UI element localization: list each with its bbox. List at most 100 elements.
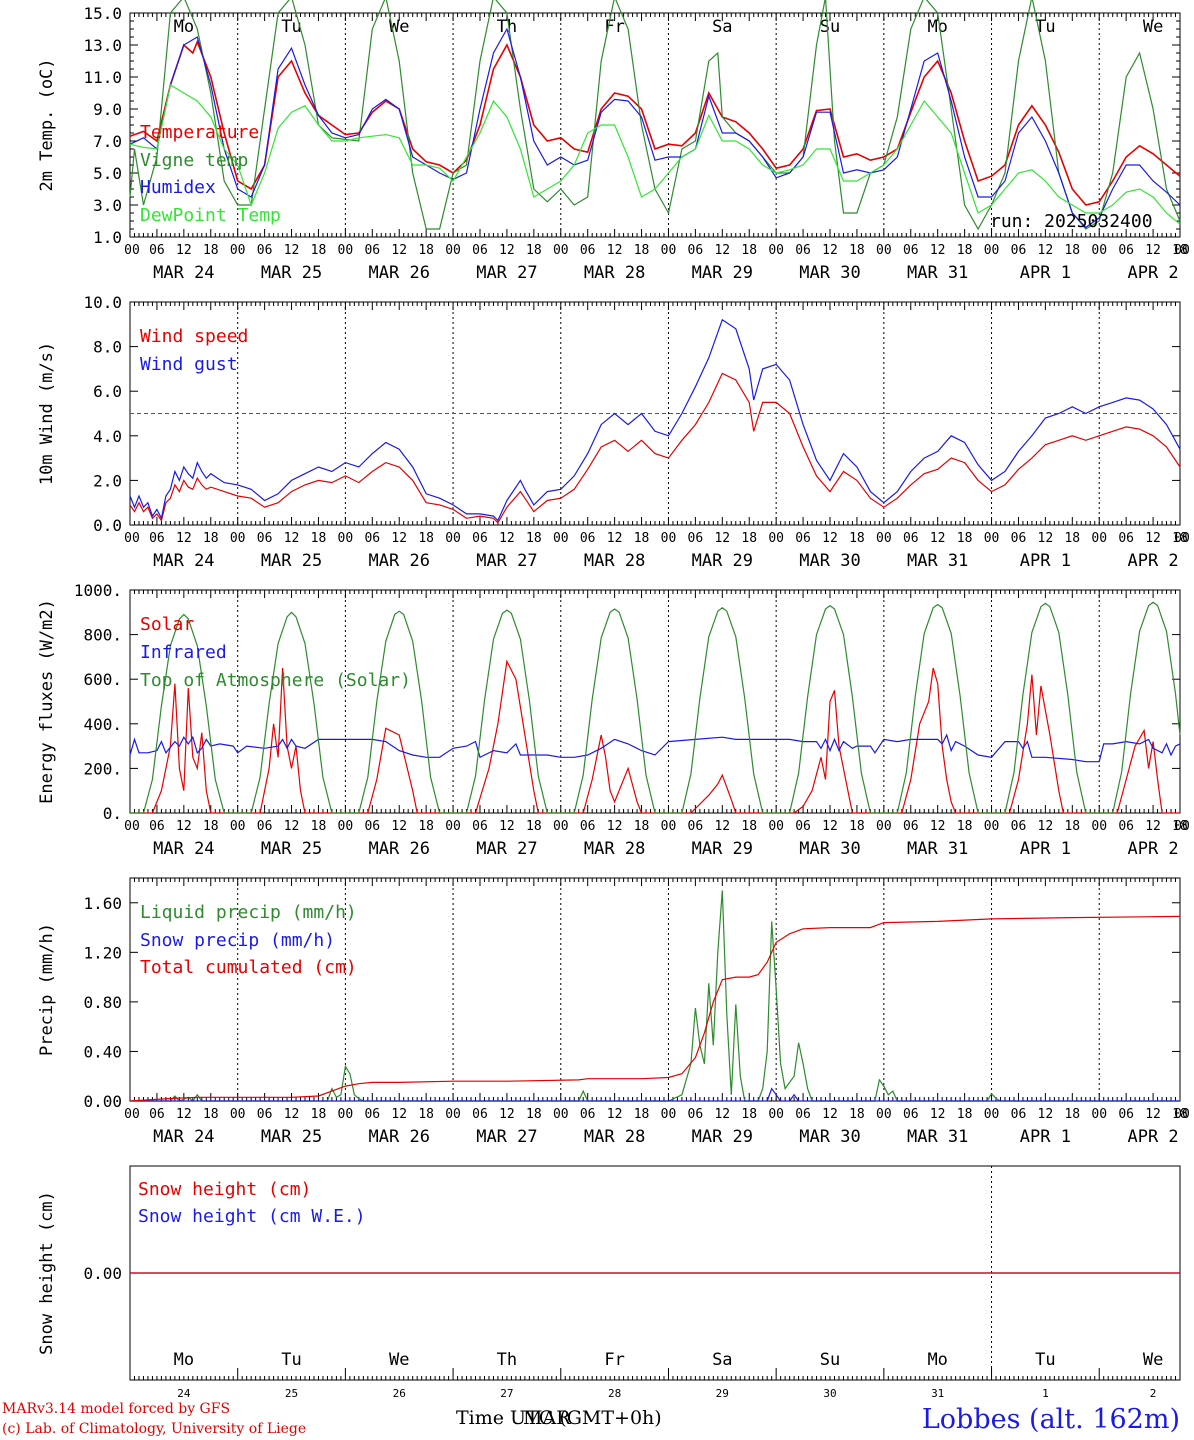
hour-tick-label: 00 (768, 819, 784, 834)
hour-tick-label: 18 (634, 243, 650, 258)
date-label: MAR 24 (153, 1127, 214, 1147)
hour-tick-label: 06 (1118, 1107, 1134, 1122)
hour-tick-label: 00 (661, 243, 677, 258)
hour-tick-label: 00 (661, 1107, 677, 1122)
day-number-label: 27 (500, 1387, 513, 1400)
date-label: MAR 28 (584, 1127, 645, 1147)
date-label: MAR 28 (584, 263, 645, 283)
date-label: APR 1 (1020, 263, 1071, 283)
date-label: MAR 29 (692, 263, 753, 283)
hour-tick-label: 12 (822, 531, 838, 546)
series-infrared (129, 733, 1181, 763)
plot-frame (129, 12, 1181, 238)
weekday-label: We (1143, 1350, 1163, 1370)
date-label: MAR 27 (476, 551, 537, 571)
hour-tick-label: 06 (688, 531, 704, 546)
legend-snow-height-cm-w-e-: Snow height (cm W.E.) (138, 1206, 366, 1227)
hour-tick-label: 18 (849, 1107, 865, 1122)
hour-tick-label: 06 (364, 243, 380, 258)
weekday-label: Th (497, 17, 517, 37)
hour-tick-label: 18 (1064, 1107, 1080, 1122)
y-axis-label: Precip (mm/h) (37, 923, 57, 1056)
hour-tick-label: 06 (149, 819, 165, 834)
y-tick-label: 15.0 (83, 4, 122, 23)
legend-snow-precip-mm-h-: Snow precip (mm/h) (140, 930, 335, 951)
hour-tick-label: 18 (418, 1107, 434, 1122)
date-label: APR 2 (1127, 263, 1178, 283)
y-tick-label: 1.0 (93, 228, 122, 247)
y-tick-label: 400. (83, 715, 122, 734)
hour-tick-label: 12 (284, 243, 300, 258)
hour-tick-label: 12 (714, 819, 730, 834)
legend-infrared: Infrared (140, 642, 227, 663)
hour-tick-label: 12 (1145, 819, 1161, 834)
hour-tick-label: 18 (1064, 531, 1080, 546)
hour-tick-label: 00 (984, 243, 1000, 258)
date-label: MAR 26 (369, 551, 430, 571)
hour-tick-label: 12 (822, 1107, 838, 1122)
hour-tick-label: 06 (472, 243, 488, 258)
date-label: APR 1 (1020, 1127, 1071, 1147)
hour-tick-label: 00 (1174, 819, 1190, 834)
legend-snow-height-cm-: Snow height (cm) (138, 1179, 311, 1200)
hour-tick-label: 18 (418, 531, 434, 546)
y-tick-label: 600. (83, 670, 122, 689)
hour-tick-label: 12 (1038, 819, 1054, 834)
hour-tick-label: 18 (203, 1107, 219, 1122)
date-label: MAR 25 (261, 263, 322, 283)
date-label: APR 2 (1127, 551, 1178, 571)
hour-tick-label: 00 (1174, 243, 1190, 258)
hour-tick-label: 12 (607, 243, 623, 258)
y-tick-label: 8.0 (93, 338, 122, 357)
hour-tick-label: 18 (1064, 243, 1080, 258)
hour-tick-label: 18 (418, 819, 434, 834)
hour-tick-label: 12 (1145, 243, 1161, 258)
weekday-label: Sa (712, 17, 732, 37)
legend-wind-speed: Wind speed (140, 326, 248, 347)
y-tick-label: 10.0 (83, 293, 122, 312)
date-label: MAR 29 (692, 551, 753, 571)
hour-tick-label: 06 (472, 819, 488, 834)
weekday-label: Su (820, 1350, 840, 1370)
date-label: MAR 27 (476, 839, 537, 859)
hour-tick-label: 06 (580, 531, 596, 546)
y-tick-label: 0.00 (83, 1092, 122, 1111)
hour-tick-label: 18 (526, 531, 542, 546)
panel-5: Mo 24 Tu 25 We 26 Th 27 Fr 28 Sa 29 Su 30 Mo 31 Tu 1 We 2 0.… (37, 1165, 1181, 1400)
hour-tick-label: 06 (580, 1107, 596, 1122)
hour-tick-label: 00 (1091, 819, 1107, 834)
y-tick-label: 3.0 (93, 196, 122, 215)
series-dewpoint-temp (129, 84, 1181, 225)
y-axis-label: Energy fluxes (W/m2) (37, 599, 57, 804)
hour-tick-label: 12 (607, 531, 623, 546)
hour-tick-label: 06 (795, 531, 811, 546)
date-label: MAR 26 (369, 839, 430, 859)
hour-tick-label: 12 (391, 819, 407, 834)
hour-tick-label: 18 (957, 819, 973, 834)
hour-tick-label: 12 (176, 243, 192, 258)
hour-tick-label: 18 (741, 819, 757, 834)
weekday-label: We (389, 17, 409, 37)
hour-tick-label: 00 (768, 243, 784, 258)
weekday-label: Mo (174, 1350, 194, 1370)
y-tick-label: 9.0 (93, 100, 122, 119)
hour-tick-label: 00 (553, 243, 569, 258)
hour-tick-label: 00 (338, 243, 354, 258)
hour-tick-label: 06 (257, 1107, 273, 1122)
y-tick-label: 5.0 (93, 164, 122, 183)
hour-tick-label: 00 (445, 1107, 461, 1122)
hour-tick-label: 00 (1091, 243, 1107, 258)
date-label: MAR 24 (153, 551, 214, 571)
x-axis-title-overlap: MAR (523, 1407, 571, 1429)
hour-tick-label: 12 (284, 1107, 300, 1122)
lab-footer: (c) Lab. of Climatology, University of L… (2, 1421, 306, 1437)
hour-tick-label: 12 (714, 1107, 730, 1122)
weekday-label: Mo (927, 1350, 947, 1370)
hour-tick-label: 12 (930, 819, 946, 834)
hour-tick-label: 12 (391, 1107, 407, 1122)
legend-humidex: Humidex (140, 177, 216, 198)
hour-tick-label: 18 (957, 1107, 973, 1122)
hour-tick-label: 12 (284, 531, 300, 546)
hour-tick-label: 18 (203, 243, 219, 258)
y-tick-label: 13.0 (83, 36, 122, 55)
